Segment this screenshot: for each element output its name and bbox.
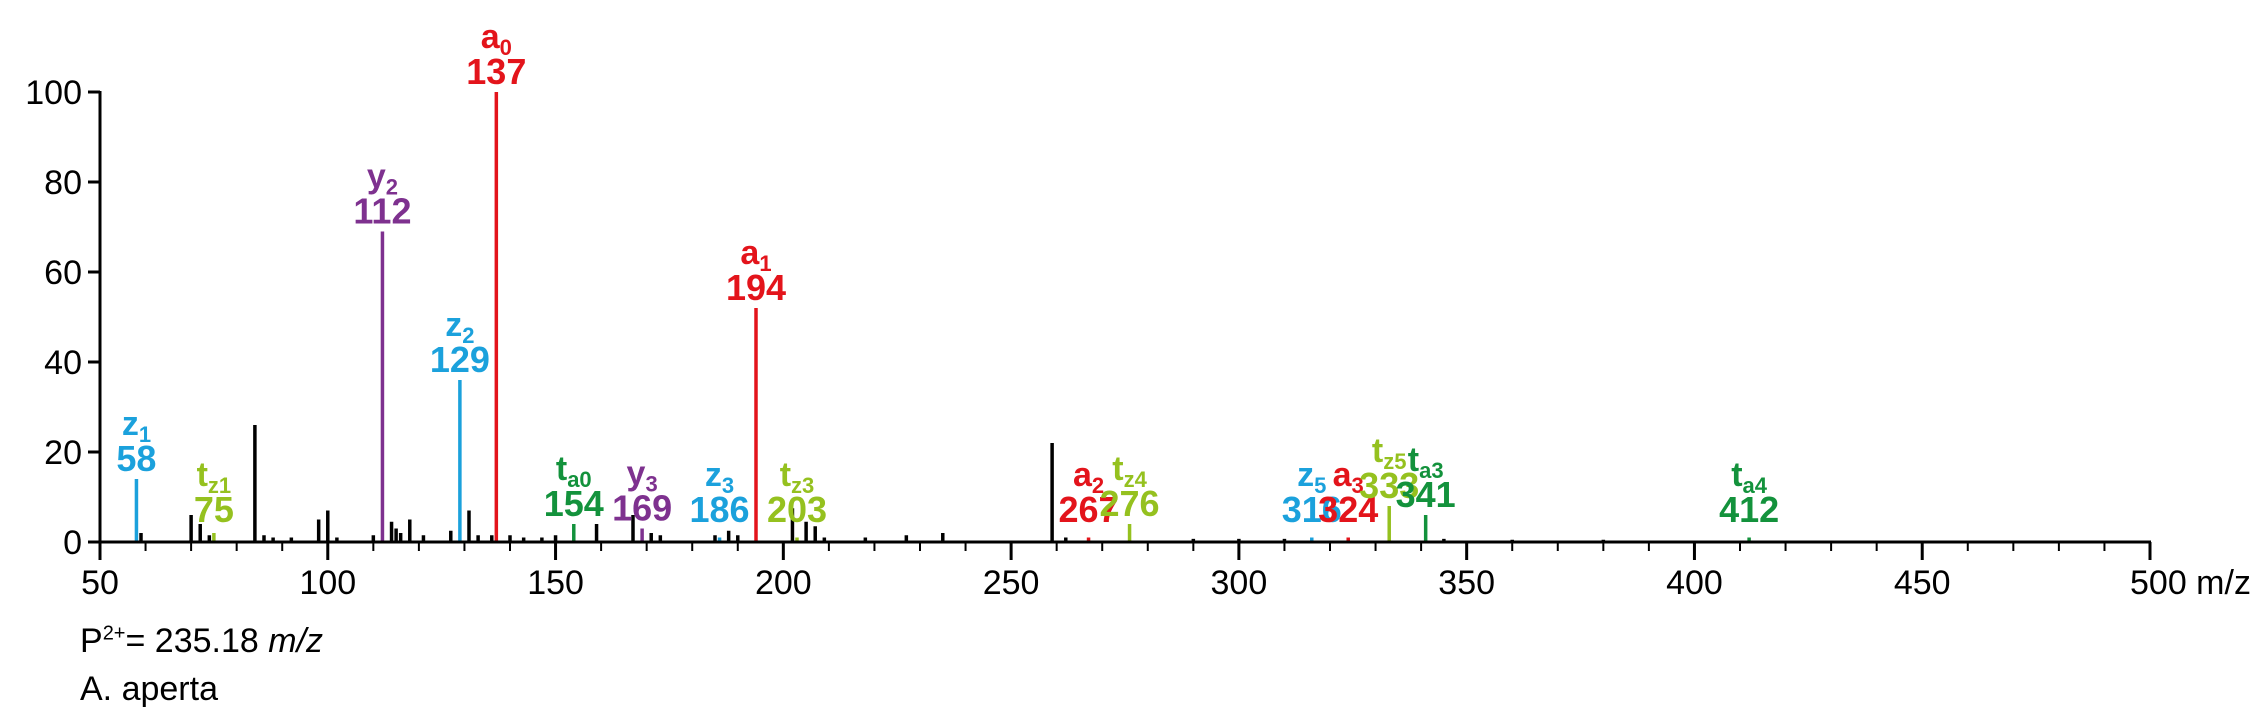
peak-ion-name: a2 <box>1073 456 1104 498</box>
precursor-note: P2+= 235.18 m/z <box>80 622 323 661</box>
x-tick-label: 400 <box>1666 564 1723 602</box>
mass-spectrum-chart: 0 20 40 60 80 100 50 100 150 200 250 300 350 400 450 50… <box>25 18 2250 602</box>
peak-mz-label: 194 <box>726 267 786 308</box>
peak-mz-label: 276 <box>1100 483 1160 524</box>
x-tick-label: 250 <box>983 564 1040 602</box>
peak-ion-name: ta0 <box>556 450 592 492</box>
peak-mz-label: 186 <box>690 489 750 530</box>
peak-mz-label: 203 <box>767 489 827 530</box>
peak-mz-label: 324 <box>1318 489 1378 530</box>
peak-ion-name: a1 <box>740 234 771 276</box>
peak-mz-label: 316 <box>1282 489 1342 530</box>
peak-mz-label: 112 <box>353 191 411 232</box>
x-tick-label: 300 <box>1211 564 1268 602</box>
peak-mz-label: 137 <box>466 51 526 92</box>
y-tick-label: 60 <box>44 254 82 292</box>
peak-ion-name: tz3 <box>780 456 815 498</box>
peak-ion-name: z2 <box>445 306 474 348</box>
y-tick-label: 80 <box>44 164 82 202</box>
peak-ion-name: y2 <box>367 158 398 200</box>
peak-ion-name: z5 <box>1297 456 1326 498</box>
y-tick-label: 100 <box>25 74 82 112</box>
peak-mz-label: 129 <box>430 339 490 380</box>
precursor-charge: 2+ <box>102 622 126 645</box>
y-tick-label: 40 <box>44 344 82 382</box>
x-tick-label: 350 <box>1438 564 1495 602</box>
x-tick-label: 150 <box>527 564 584 602</box>
peak-ion-name: tz1 <box>197 456 232 498</box>
peak-ion-name: tz4 <box>1112 450 1147 492</box>
y-tick-label: 20 <box>44 434 82 472</box>
y-tick-label: 0 <box>63 524 82 562</box>
x-tick-label: 500 m/z <box>2130 564 2250 602</box>
peak-ion-name: a0 <box>481 18 512 60</box>
x-tick-label: 200 <box>755 564 812 602</box>
peak-mz-label: 412 <box>1719 489 1779 530</box>
peak-ion-name: z1 <box>122 405 151 447</box>
precursor-value: = 235.18 <box>125 622 269 660</box>
precursor-prefix: P <box>80 622 103 660</box>
precursor-unit: m/z <box>268 622 324 660</box>
peak-mz-label: 75 <box>194 489 234 530</box>
peak-mz-label: 169 <box>612 488 672 529</box>
peak-ion-name: tz5 <box>1372 432 1407 474</box>
peak-ion-name: y3 <box>627 455 658 497</box>
peak-mz-label: 154 <box>544 483 604 524</box>
peak-mz-label: 267 <box>1059 489 1119 530</box>
x-tick-label: 100 <box>299 564 356 602</box>
peak-ion-name: ta3 <box>1408 441 1444 483</box>
x-tick-label: 450 <box>1894 564 1951 602</box>
peak-mz-label: 333 <box>1359 465 1419 506</box>
peak-mz-label: 341 <box>1396 474 1456 515</box>
peak-ion-name: z3 <box>705 456 734 498</box>
x-tick-label: 50 <box>81 564 119 602</box>
peak-ion-name: ta4 <box>1731 456 1768 498</box>
peak-ion-name: a3 <box>1333 456 1364 498</box>
peak-mz-label: 58 <box>116 438 156 479</box>
axes: 0 20 40 60 80 100 50 100 150 200 250 300 350 400 450 50… <box>25 74 2250 602</box>
species-name: A. aperta <box>80 670 218 708</box>
